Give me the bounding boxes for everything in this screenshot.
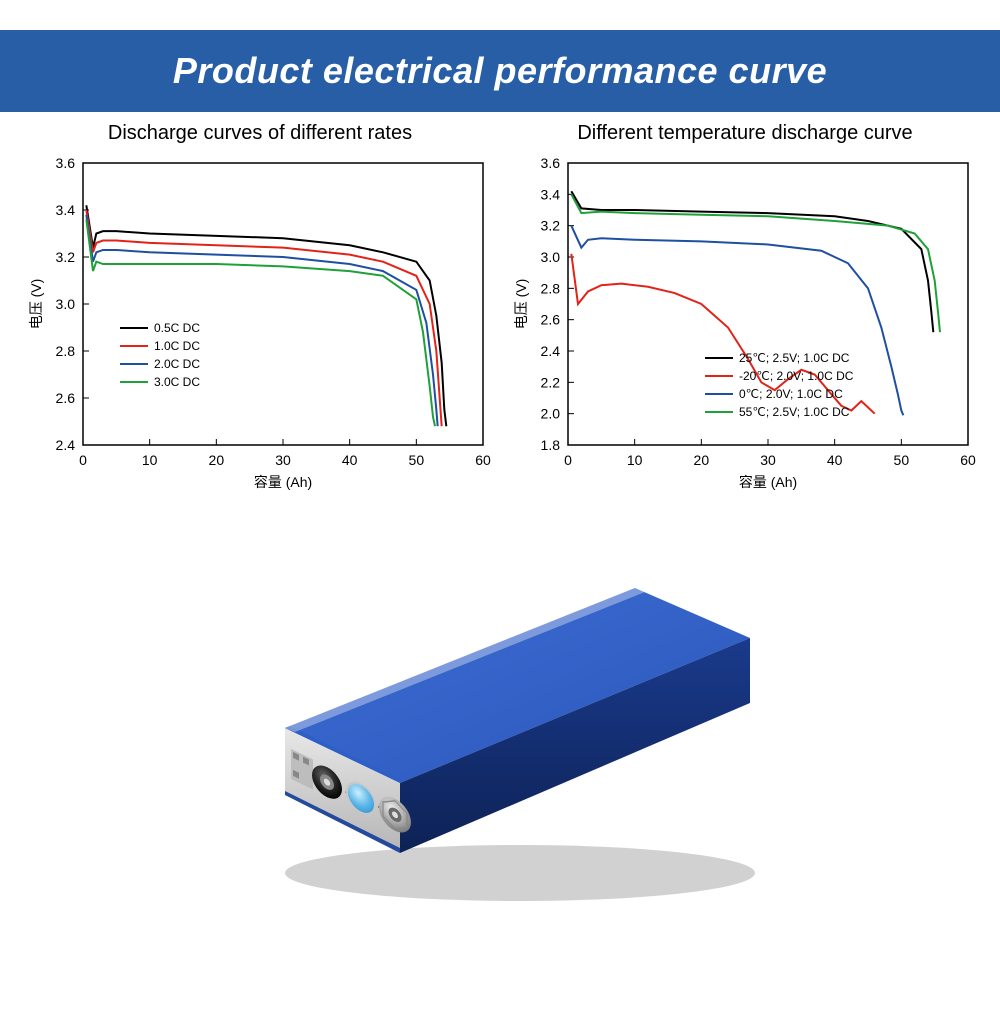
svg-text:40: 40: [342, 452, 358, 468]
banner-title: Product electrical performance curve: [173, 50, 827, 91]
svg-text:容量 (Ah): 容量 (Ah): [739, 474, 797, 490]
svg-text:2.6: 2.6: [56, 390, 76, 406]
chart2-svg: 1.8 2.0 2.2 2.4 2.6 2.8 3.0 3.2 3.4 3.6 0 10 20 30 40 5…: [510, 153, 980, 493]
svg-text:20: 20: [694, 452, 710, 468]
svg-text:3.0C DC: 3.0C DC: [154, 375, 200, 389]
svg-text:3.6: 3.6: [541, 155, 561, 171]
svg-text:3.6: 3.6: [56, 155, 76, 171]
svg-text:2.8: 2.8: [56, 343, 76, 359]
svg-text:3.0: 3.0: [541, 249, 561, 265]
chart1-title: Discharge curves of different rates: [25, 122, 495, 145]
svg-text:10: 10: [627, 452, 643, 468]
svg-text:3.0: 3.0: [56, 296, 76, 312]
svg-text:-20℃; 2.0V; 1.0C DC: -20℃; 2.0V; 1.0C DC: [739, 369, 854, 383]
svg-text:20: 20: [209, 452, 225, 468]
chart1-svg: 2.4 2.6 2.8 3.0 3.2 3.4 3.6 0 10 20 30 40 50 60 容量 (Ah…: [25, 153, 495, 493]
svg-text:10: 10: [142, 452, 158, 468]
svg-text:2.0: 2.0: [541, 406, 561, 422]
svg-text:60: 60: [475, 452, 491, 468]
svg-text:2.0C DC: 2.0C DC: [154, 357, 200, 371]
svg-text:25℃; 2.5V; 1.0C DC: 25℃; 2.5V; 1.0C DC: [739, 351, 850, 365]
svg-text:30: 30: [760, 452, 776, 468]
svg-text:3.2: 3.2: [541, 218, 561, 234]
svg-text:0℃; 2.0V; 1.0C DC: 0℃; 2.0V; 1.0C DC: [739, 387, 843, 401]
banner: Product electrical performance curve: [0, 30, 1000, 112]
svg-text:2.8: 2.8: [541, 280, 561, 296]
chart-temperature: Different temperature discharge curve 1.…: [510, 122, 980, 493]
svg-text:3.4: 3.4: [541, 186, 561, 202]
svg-text:40: 40: [827, 452, 843, 468]
svg-text:0: 0: [79, 452, 87, 468]
svg-text:2.4: 2.4: [56, 437, 76, 453]
svg-text:2.6: 2.6: [541, 312, 561, 328]
svg-text:50: 50: [894, 452, 910, 468]
svg-text:容量 (Ah): 容量 (Ah): [254, 474, 312, 490]
battery-cell-illustration: + -: [190, 523, 810, 913]
svg-text:55℃; 2.5V; 1.0C DC: 55℃; 2.5V; 1.0C DC: [739, 405, 850, 419]
svg-text:3.2: 3.2: [56, 249, 76, 265]
svg-text:60: 60: [960, 452, 976, 468]
svg-text:电压 (V): 电压 (V): [513, 279, 529, 330]
svg-text:0.5C DC: 0.5C DC: [154, 321, 200, 335]
svg-text:电压 (V): 电压 (V): [28, 279, 44, 330]
svg-text:0: 0: [564, 452, 572, 468]
svg-text:30: 30: [275, 452, 291, 468]
chart2-title: Different temperature discharge curve: [510, 122, 980, 145]
chart-discharge-rates: Discharge curves of different rates 2.42…: [25, 122, 495, 493]
svg-text:2.2: 2.2: [541, 374, 561, 390]
product-image-area: + -: [0, 523, 1000, 913]
charts-container: Discharge curves of different rates 2.42…: [0, 112, 1000, 493]
svg-text:1.0C DC: 1.0C DC: [154, 339, 200, 353]
svg-text:3.4: 3.4: [56, 202, 76, 218]
svg-text:2.4: 2.4: [541, 343, 561, 359]
svg-text:1.8: 1.8: [541, 437, 561, 453]
svg-text:50: 50: [409, 452, 425, 468]
